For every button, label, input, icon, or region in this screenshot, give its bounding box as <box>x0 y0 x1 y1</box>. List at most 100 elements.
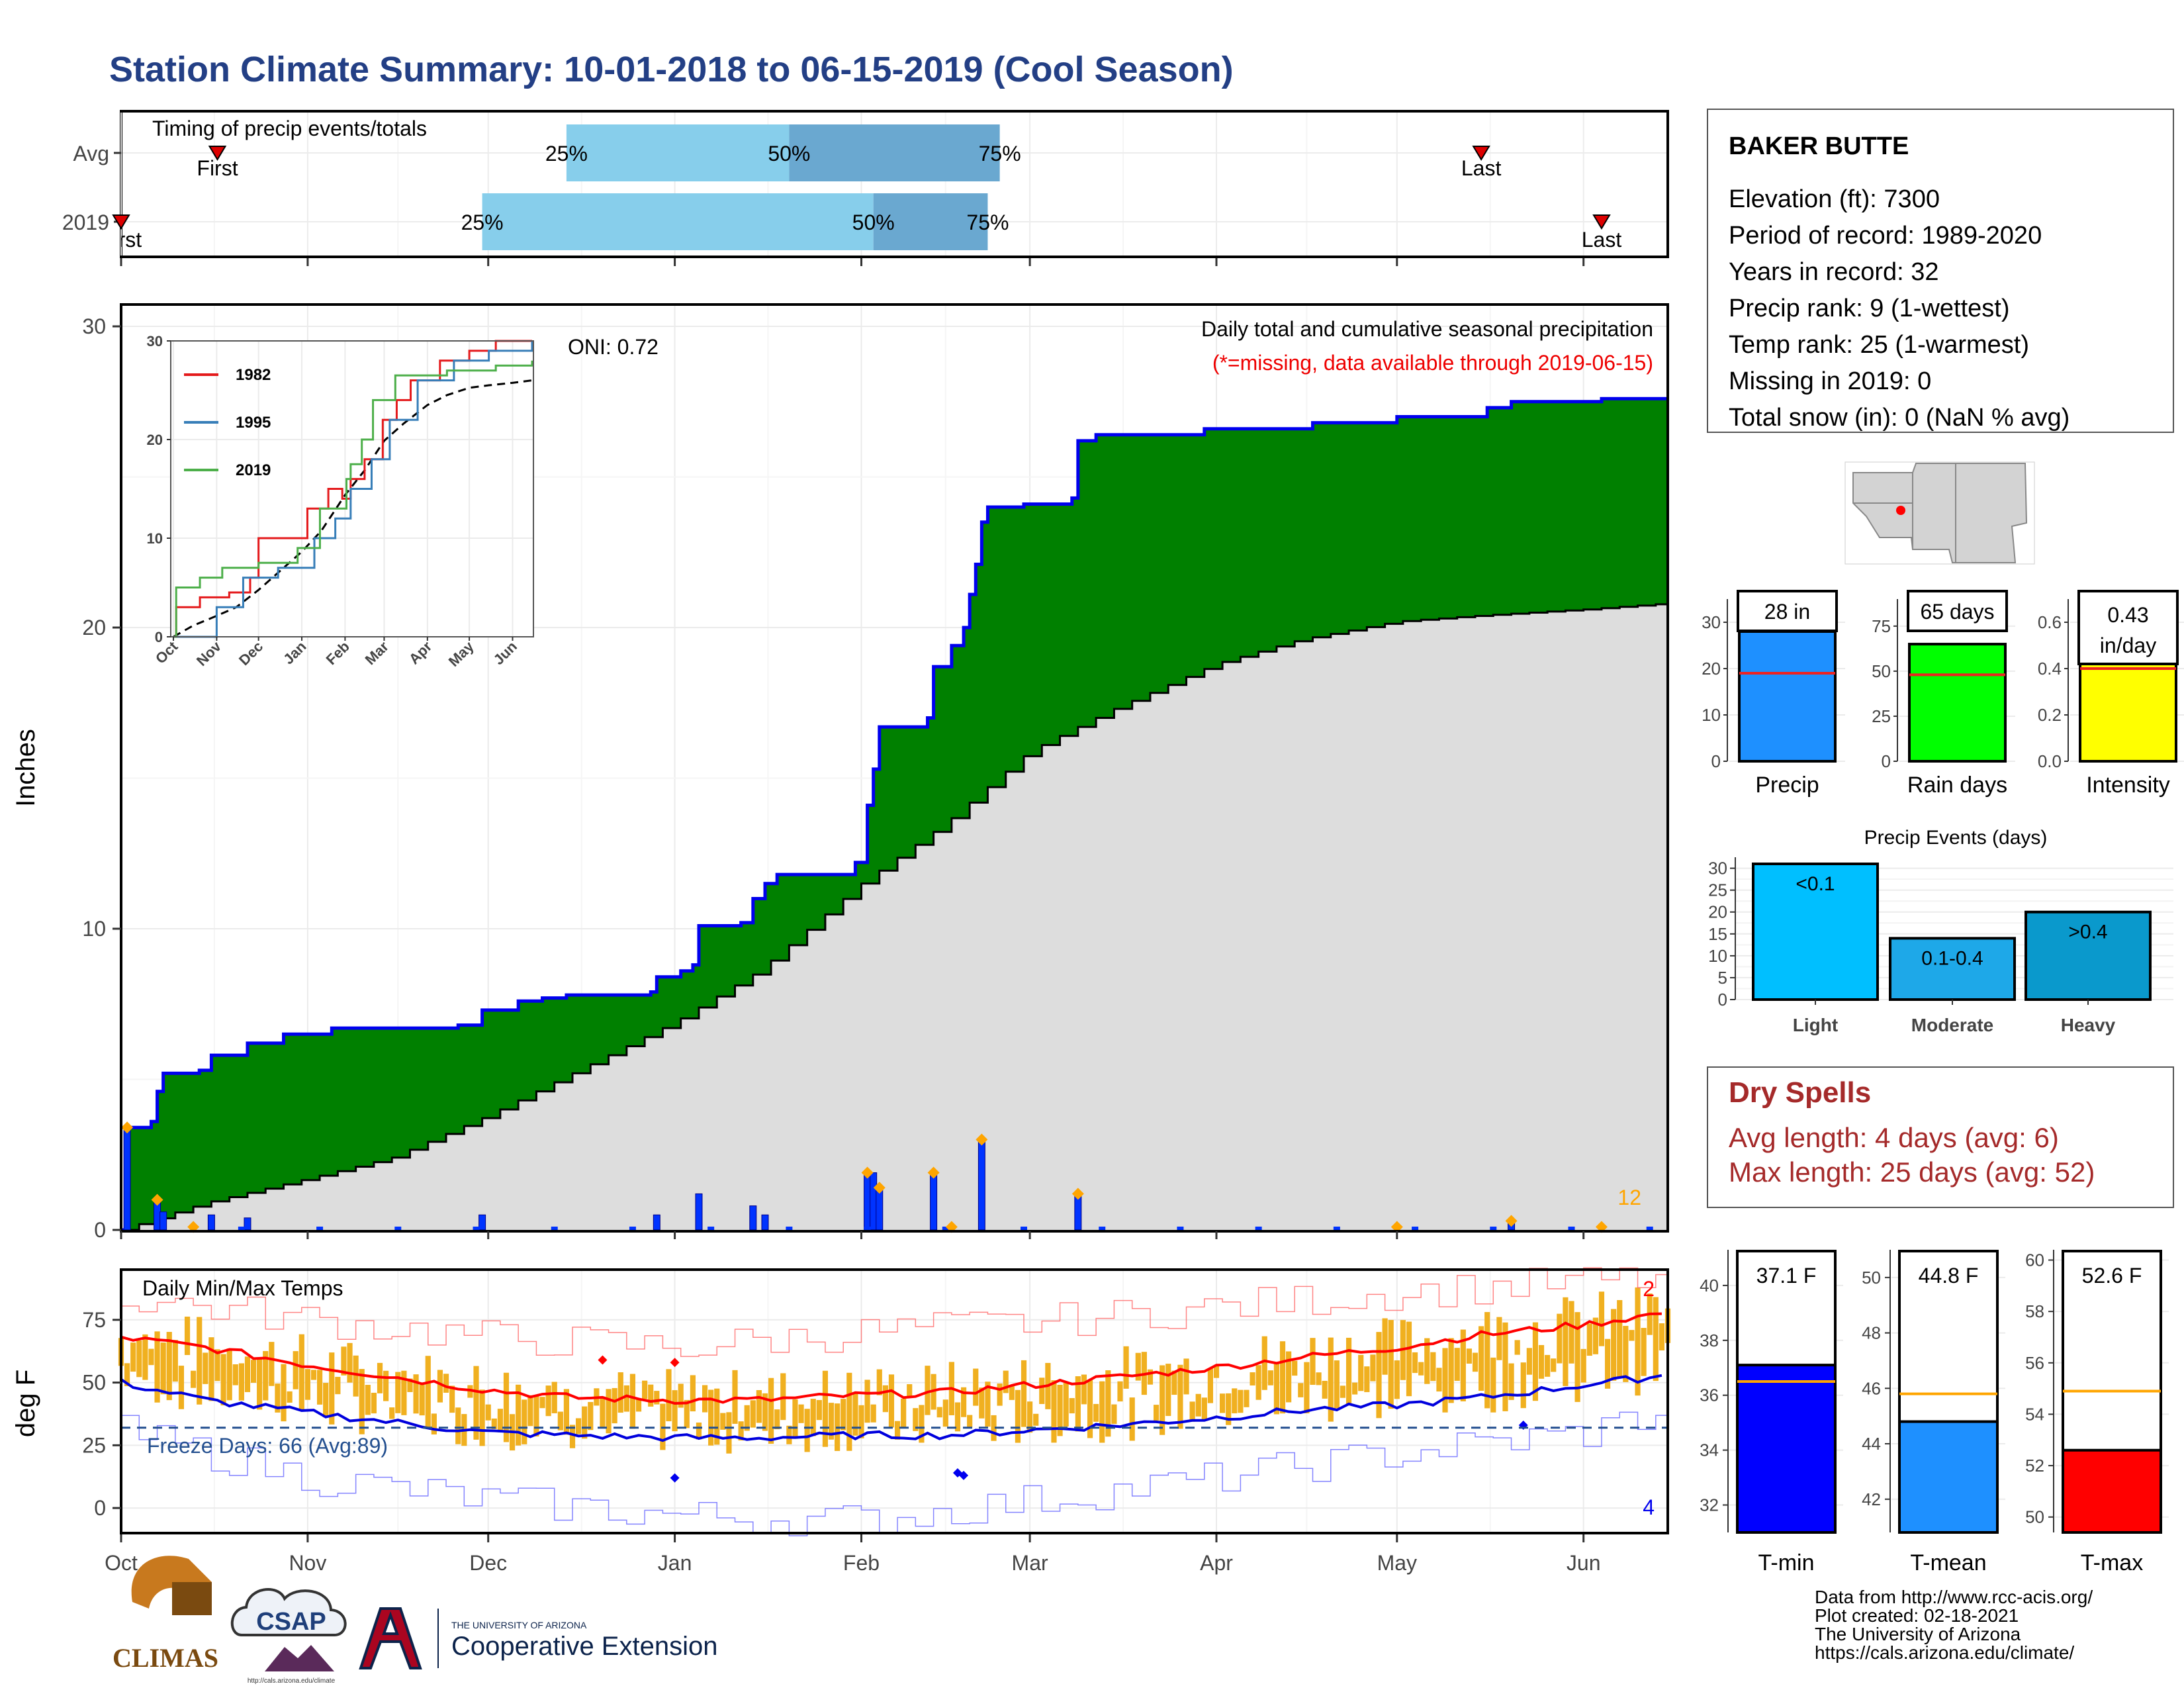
precip-marker-icon <box>1071 1188 1084 1200</box>
daily-temp-bar <box>774 1409 780 1430</box>
daily-temp-bar <box>1075 1376 1081 1432</box>
daily-temp-bar <box>1328 1337 1334 1422</box>
station-info-line: Period of record: 1989-2020 <box>1729 222 2042 250</box>
precip-marker-icon <box>121 1121 134 1134</box>
daily-temp-bar <box>172 1340 178 1382</box>
record-high-count: 2 <box>1643 1277 1655 1301</box>
daily-temp-bar <box>1472 1352 1479 1372</box>
precip-subtitle: Daily total and cumulative seasonal prec… <box>1201 317 1653 341</box>
precip-marker-icon <box>1505 1215 1518 1227</box>
daily-precip-bar <box>478 1214 486 1231</box>
daily-temp-bar <box>1105 1370 1111 1437</box>
daily-temp-bar <box>1526 1348 1532 1375</box>
daily-temp-bar <box>1358 1354 1364 1391</box>
event-bar <box>2025 910 2152 1002</box>
mini-value-label: 65 days <box>1920 600 1994 624</box>
y2019-25-50-bar <box>482 193 874 250</box>
daily-temp-bar <box>220 1354 226 1406</box>
inset-legend: 1982 1995 2019 <box>184 366 271 479</box>
climas-block <box>172 1582 212 1615</box>
inset-1995-line <box>173 341 533 638</box>
daily-temp-bar <box>973 1368 979 1406</box>
daily-temp-bar <box>756 1390 762 1423</box>
daily-temp-bar <box>232 1364 238 1385</box>
daily-temp-bar <box>828 1403 835 1440</box>
mini-value-box <box>1737 590 1838 632</box>
inset-normal-line <box>173 379 533 638</box>
daily-temp-bar <box>1123 1346 1129 1389</box>
daily-temp-bar <box>275 1383 281 1413</box>
tsum-y-tick-label: 36 <box>1700 1385 1719 1405</box>
daily-temp-bar <box>1304 1362 1310 1414</box>
daily-temp-bar <box>238 1363 244 1401</box>
dry-spells-avg: Avg length: 4 days (avg: 6) <box>1729 1122 2059 1153</box>
tsum-y-tick-label: 46 <box>1862 1378 1881 1398</box>
daily-temp-bar <box>1653 1297 1659 1382</box>
daily-temp-bar <box>1310 1338 1316 1385</box>
daily-precip-trace <box>707 1227 715 1230</box>
daily-precip-trace <box>1177 1227 1184 1230</box>
y2019-50-label: 50% <box>852 211 895 234</box>
daily-temp-bar <box>263 1350 269 1401</box>
mini-y-tick-label: 0.6 <box>2038 612 2062 632</box>
daily-temp-bar <box>1039 1378 1045 1404</box>
daily-temp-bar <box>371 1393 377 1414</box>
tsum-y-tick-label: 58 <box>2025 1301 2044 1321</box>
temp-summary-chart: 32 34 36 38 40 37.1 F T-min <box>1700 1250 1843 1575</box>
event-category-label: Light <box>1793 1015 1838 1035</box>
daily-temp-bar <box>569 1425 576 1448</box>
dry-spells-frame <box>1707 1066 2174 1208</box>
daily-temp-bar <box>485 1404 491 1421</box>
timing-panel-label: Timing of precip events/totals <box>152 117 427 140</box>
precip-marker-icon <box>151 1194 163 1206</box>
daily-temp-bar <box>708 1389 714 1446</box>
daily-temp-bar <box>919 1405 925 1443</box>
y2019-last-marker-icon <box>1592 214 1611 230</box>
mini-bar-chart: 0 25 50 75 65 days Rain days <box>1872 590 2015 798</box>
temp-panel-label: Daily Min/Max Temps <box>142 1276 343 1300</box>
month-label: Apr <box>1200 1551 1233 1575</box>
daily-temp-bar <box>960 1387 967 1417</box>
inset-y-tick-label: 30 <box>147 333 163 350</box>
daily-temp-bar <box>269 1342 275 1386</box>
daily-temp-bar <box>365 1385 371 1415</box>
station-info-line: Missing in 2019: 0 <box>1729 367 1931 395</box>
daily-temp-bar <box>304 1369 310 1400</box>
daily-temp-bar <box>455 1407 461 1444</box>
daily-precip-trace <box>551 1227 558 1230</box>
daily-precip-bars <box>121 1121 1653 1233</box>
mini-y-tick-label: 0 <box>1711 751 1721 771</box>
events-y-tick-label: 10 <box>1708 946 1727 966</box>
daily-temp-bar <box>563 1389 570 1435</box>
dry-spells-max: Max length: 25 days (avg: 52) <box>1729 1156 2095 1188</box>
daily-temp-bar <box>1063 1383 1069 1427</box>
tsum-y-tick-label: 60 <box>2025 1250 2044 1270</box>
ua-big-text: Cooperative Extension <box>451 1632 717 1661</box>
footer-line-4: https://cals.arizona.edu/climate/ <box>1815 1642 2074 1663</box>
normal-precip-area <box>121 604 1668 1230</box>
daily-temp-bar <box>208 1337 214 1401</box>
daily-temp-bar <box>1352 1382 1358 1395</box>
daily-temp-bar <box>1490 1357 1496 1413</box>
month-label: Dec <box>469 1551 507 1575</box>
daily-temp-bar <box>1244 1389 1250 1407</box>
y2019-first-label: First <box>101 228 142 252</box>
timing-panel: Timing of precip events/totals Avg 2019 … <box>62 110 1669 266</box>
daily-temp-bar <box>1340 1385 1346 1398</box>
daily-temp-bar <box>1545 1354 1551 1377</box>
daily-temp-bar <box>738 1421 744 1441</box>
daily-temp-bar <box>1569 1301 1574 1364</box>
daily-temp-bar <box>142 1334 148 1380</box>
precip-y-tick-label: 30 <box>82 314 106 338</box>
tsum-y-tick-label: 54 <box>2025 1404 2044 1424</box>
dry-spells-title: Dry Spells <box>1729 1076 1871 1109</box>
climas-logo: CLIMAS <box>113 1556 218 1673</box>
missing-note: (*=missing, data available through 2019-… <box>1212 351 1653 375</box>
daily-temp-bar <box>876 1369 882 1395</box>
row-label-avg: Avg <box>73 142 109 165</box>
map-states <box>1852 463 2028 563</box>
csap-logo: CSAP http://cals.arizona.edu/climate <box>230 1588 347 1685</box>
daily-temp-bar <box>991 1415 997 1441</box>
tsum-y-tick-label: 40 <box>1700 1276 1719 1295</box>
